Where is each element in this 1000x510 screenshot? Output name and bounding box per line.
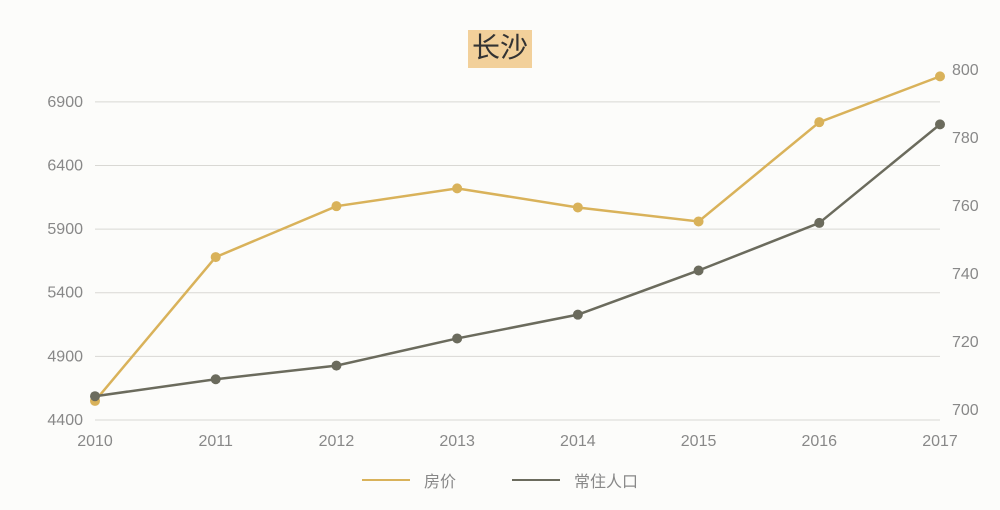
x-tick: 2013 bbox=[439, 433, 475, 450]
series-price-line bbox=[95, 76, 940, 401]
x-tick: 2017 bbox=[922, 433, 958, 450]
y-left-tick: 5400 bbox=[47, 285, 83, 302]
y-right-tick: 720 bbox=[952, 334, 979, 351]
legend-swatch bbox=[362, 479, 410, 482]
series-price-point bbox=[452, 183, 462, 193]
x-tick: 2010 bbox=[77, 433, 113, 450]
series-price-point bbox=[573, 202, 583, 212]
legend: 房价 常住人口 bbox=[0, 468, 1000, 492]
legend-item-pop: 常住人口 bbox=[512, 468, 638, 492]
x-tick: 2014 bbox=[560, 433, 596, 450]
series-price-point bbox=[694, 216, 704, 226]
y-left-tick: 4900 bbox=[47, 348, 83, 365]
series-price-point bbox=[331, 201, 341, 211]
legend-item-price: 房价 bbox=[362, 468, 456, 492]
legend-label: 常住人口 bbox=[574, 468, 638, 492]
series-pop-point bbox=[573, 310, 583, 320]
series-price-point bbox=[814, 117, 824, 127]
series-pop-point bbox=[90, 391, 100, 401]
y-left-tick: 6400 bbox=[47, 157, 83, 174]
y-right-tick: 800 bbox=[952, 62, 979, 79]
legend-label: 房价 bbox=[424, 468, 456, 492]
chart-svg: 4400 4900 5400 5900 6400 6900 700 720 740 760 780 8… bbox=[0, 0, 1000, 510]
x-tick: 2012 bbox=[319, 433, 355, 450]
series-price-point bbox=[935, 71, 945, 81]
y-left-tick: 5900 bbox=[47, 221, 83, 238]
x-tick: 2015 bbox=[681, 433, 717, 450]
y-right-tick: 780 bbox=[952, 130, 979, 147]
series-pop-point bbox=[814, 218, 824, 228]
x-tick: 2016 bbox=[801, 433, 837, 450]
y-right-tick: 760 bbox=[952, 198, 979, 215]
series-pop-point bbox=[331, 361, 341, 371]
chart-container: 长沙 4400490054005900640069007007207407607… bbox=[0, 0, 1000, 510]
legend-swatch bbox=[512, 479, 560, 482]
y-right-tick: 700 bbox=[952, 402, 979, 419]
y-right-tick: 740 bbox=[952, 266, 979, 283]
x-tick: 2011 bbox=[199, 433, 234, 450]
series-pop-point bbox=[211, 374, 221, 384]
series-price-point bbox=[211, 252, 221, 262]
series-pop-point bbox=[452, 333, 462, 343]
y-left-tick: 6900 bbox=[47, 94, 83, 111]
y-left-tick: 4400 bbox=[47, 412, 83, 429]
series-pop-point bbox=[935, 119, 945, 129]
series-pop-point bbox=[694, 265, 704, 275]
